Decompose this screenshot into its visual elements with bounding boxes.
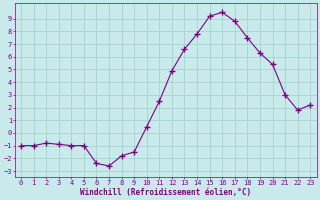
X-axis label: Windchill (Refroidissement éolien,°C): Windchill (Refroidissement éolien,°C)	[80, 188, 251, 197]
